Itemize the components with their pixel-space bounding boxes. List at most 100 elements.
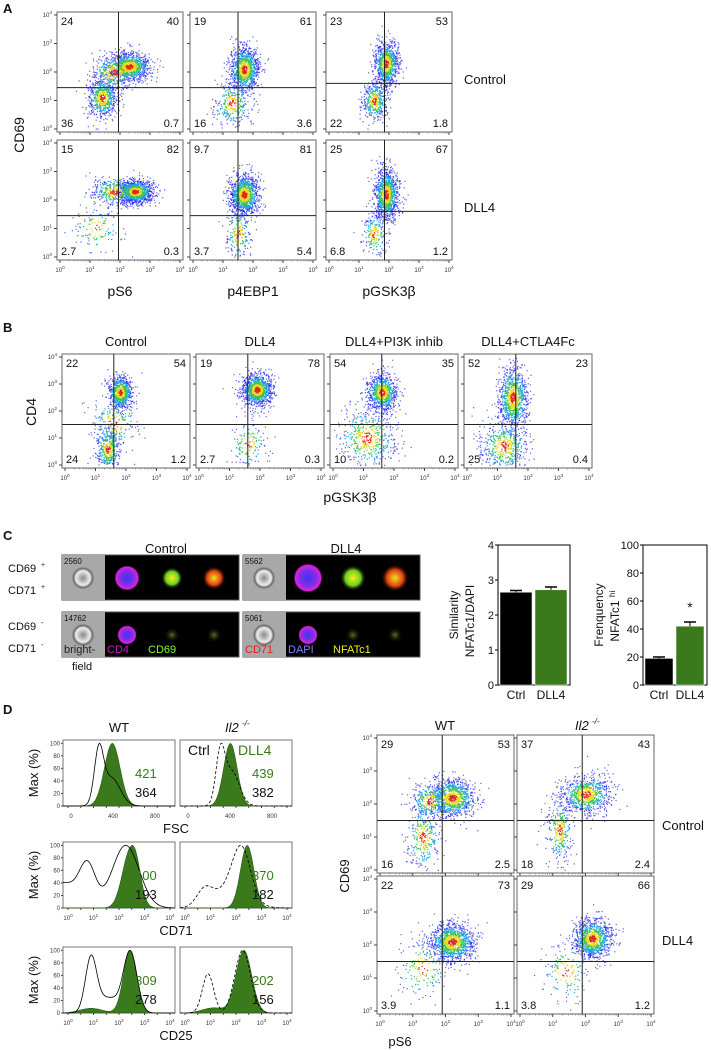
event-dot [233, 75, 235, 77]
event-dot [152, 188, 154, 190]
event-dot [227, 91, 229, 93]
event-dot [98, 67, 100, 69]
event-dot [144, 61, 146, 63]
event-dot [255, 72, 257, 74]
event-dot [122, 82, 124, 84]
event-dot [143, 189, 146, 191]
event-dot [121, 192, 123, 194]
quadrant-upper-left: 15 [61, 144, 73, 156]
event-dot [224, 115, 226, 117]
event-dot [89, 100, 91, 102]
event-dot [104, 200, 106, 202]
event-dot [113, 57, 115, 59]
event-dot [255, 69, 257, 71]
event-dot [136, 191, 138, 193]
event-dot [116, 65, 118, 67]
event-dot [125, 182, 128, 184]
event-dot [142, 189, 145, 191]
event-dot [227, 108, 229, 110]
event-dot [98, 84, 100, 86]
event-dot [254, 72, 256, 74]
event-dot [129, 181, 131, 183]
event-dot [116, 112, 118, 114]
event-dot [247, 101, 249, 103]
event-dot [244, 60, 246, 62]
event-dot [231, 69, 234, 71]
event-dot [101, 214, 103, 216]
event-dot [126, 61, 128, 63]
event-dot [90, 92, 93, 94]
event-dot [121, 50, 123, 53]
event-dot [141, 67, 143, 69]
event-dot [112, 234, 114, 236]
event-dot [122, 189, 125, 191]
event-dot [122, 194, 124, 196]
event-dot [121, 200, 124, 202]
event-dot [225, 70, 227, 72]
event-dot [102, 184, 104, 186]
event-dot [138, 44, 140, 46]
event-dot [253, 54, 255, 56]
event-dot [236, 125, 238, 127]
event-dot [120, 63, 123, 65]
event-dot [216, 109, 218, 111]
event-dot [108, 93, 111, 95]
event-dot [256, 65, 258, 67]
event-dot [101, 227, 103, 230]
event-dot [103, 101, 105, 103]
event-dot [109, 91, 112, 94]
event-dot [110, 185, 112, 187]
tick-label: 100 [55, 265, 65, 274]
event-dot [133, 200, 135, 202]
event-dot [107, 90, 109, 92]
event-dot [109, 198, 111, 200]
event-dot [131, 176, 133, 178]
event-dot [116, 72, 119, 74]
event-dot [250, 57, 252, 59]
event-dot [98, 94, 100, 96]
event-dot [149, 72, 151, 74]
event-dot [105, 89, 108, 91]
event-dot [232, 43, 234, 45]
event-dot [135, 199, 137, 201]
event-dot [140, 203, 142, 205]
event-dot [116, 205, 118, 207]
event-dot [131, 50, 133, 52]
event-dot [126, 199, 128, 201]
event-dot [103, 101, 105, 103]
event-dot [123, 195, 125, 197]
event-dot [108, 97, 110, 99]
event-dot [113, 197, 115, 199]
event-dot [257, 68, 259, 70]
event-dot [103, 68, 105, 70]
event-dot [122, 93, 124, 95]
event-dot [154, 183, 156, 185]
event-dot [242, 88, 244, 90]
event-dot [121, 99, 123, 101]
tick-exponent: 1 [49, 96, 52, 101]
event-dot [128, 65, 130, 67]
event-dot [255, 51, 257, 54]
event-dot [146, 192, 148, 194]
event-dot [231, 75, 233, 77]
event-dot [123, 103, 125, 106]
event-dot [96, 65, 98, 67]
event-dot [138, 56, 140, 59]
event-dot [94, 193, 96, 195]
event-dot [100, 74, 102, 77]
event-dot [115, 63, 118, 66]
event-dot [98, 90, 100, 92]
event-dot [129, 66, 131, 68]
event-dot [123, 228, 125, 230]
event-dot [158, 193, 160, 195]
event-dot [131, 183, 134, 185]
tick-exponent: 2 [49, 67, 52, 72]
event-dot [247, 84, 249, 87]
event-dot [151, 195, 153, 197]
event-dot [126, 85, 128, 87]
event-dot [91, 222, 93, 224]
event-dot [120, 179, 122, 181]
event-dot [110, 74, 112, 76]
event-dot [134, 66, 136, 68]
event-dot [113, 198, 115, 200]
